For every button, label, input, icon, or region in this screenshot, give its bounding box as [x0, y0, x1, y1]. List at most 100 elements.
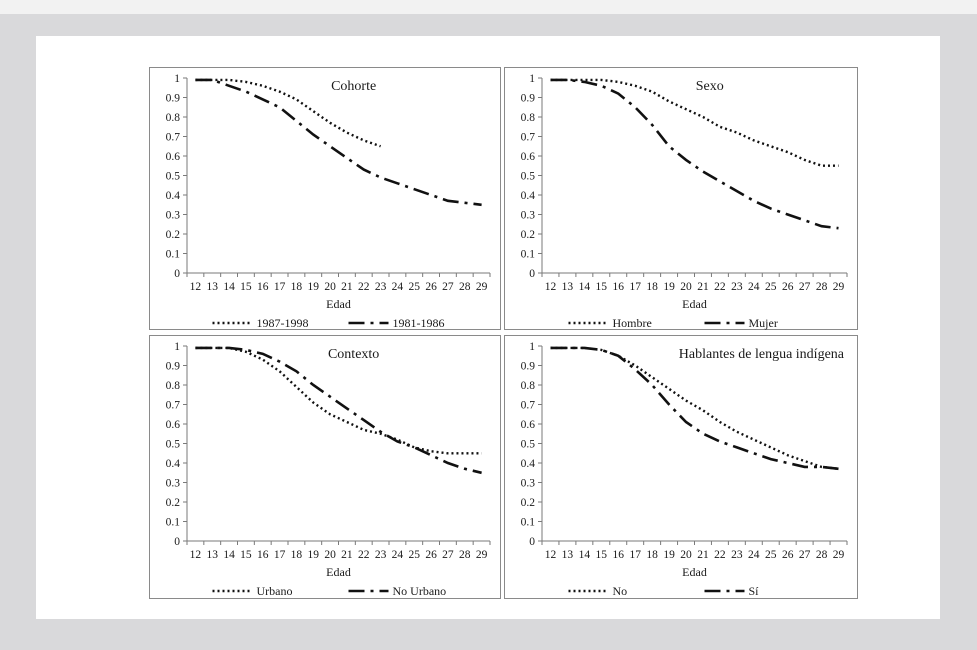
- chart3-x-tick-label: 25: [765, 549, 777, 561]
- chart0-x-tick-label: 28: [459, 281, 471, 293]
- chart3-x-tick-label: 19: [663, 549, 675, 561]
- chart0-x-tick-label: 13: [207, 281, 219, 293]
- chart2-x-tick-label: 28: [459, 549, 471, 561]
- chart0-x-tick-label: 21: [341, 281, 353, 293]
- chart1-x-tick-label: 25: [765, 281, 777, 293]
- chart2-x-tick-label: 22: [358, 549, 370, 561]
- chart0-y-tick-label: 0.7: [166, 132, 181, 144]
- chart0-x-tick-label: 16: [257, 281, 269, 293]
- chart0-y-tick-label: 0.2: [166, 229, 181, 241]
- chart-lengua-indigena: Hablantes de lengua indígena 0 0.1 0.2 0.3 0.…: [505, 336, 859, 600]
- chart2-title: Contexto: [328, 347, 379, 362]
- chart0-x-tick-label: 19: [308, 281, 320, 293]
- chart0-y-tick-label: 0: [174, 268, 180, 280]
- chart2-x-tick-label: 21: [341, 549, 353, 561]
- chart2-x-tick-label: 24: [392, 549, 404, 561]
- chart0-x-tick-label: 20: [324, 281, 336, 293]
- chart3-y-tick-label: 0.9: [521, 361, 536, 373]
- chart0-x-tick-label: 26: [425, 281, 437, 293]
- chart3-y-tick-label: 0.2: [521, 497, 536, 509]
- chart3-x-tick-label: 17: [629, 549, 641, 561]
- chart1-y-tick-label: 0.3: [521, 210, 536, 222]
- chart2-x-tick-label: 20: [324, 549, 336, 561]
- chart2-x-tick-label: 17: [274, 549, 286, 561]
- chart1-x-tick-label: 15: [596, 281, 608, 293]
- chart1-legend-label-0: Hombre: [613, 316, 652, 330]
- chart0-x-tick-label: 27: [442, 281, 454, 293]
- chart2-x-tick-label: 23: [375, 549, 387, 561]
- chart2-y-tick-label: 0: [174, 536, 180, 548]
- chart3-y-tick-label: 0: [529, 536, 535, 548]
- panel-contexto: Contexto 0 0.1 0.2 0.3 0.4 0.5 0.6 0.7 0.8 0.9 1 12 1…: [149, 335, 501, 599]
- chart3-y-tick-label: 0.8: [521, 380, 536, 392]
- chart3-x-tick-label: 27: [799, 549, 811, 561]
- chart0-x-tick-label: 14: [223, 281, 235, 293]
- chart3-y-tick-label: 0.1: [521, 517, 536, 529]
- chart1-x-tick-label: 23: [731, 281, 743, 293]
- chart1-x-tick-label: 22: [714, 281, 726, 293]
- chart1-x-tick-label: 12: [545, 281, 557, 293]
- chart1-x-tick-label: 20: [680, 281, 692, 293]
- chart2-y-tick-label: 0.4: [166, 458, 181, 470]
- chart2-legend-label-1: No Urbano: [393, 584, 447, 598]
- chart2-y-tick-label: 0.8: [166, 380, 181, 392]
- chart1-legend-label-1: Mujer: [749, 316, 778, 330]
- chart0-y-tick-label: 0.4: [166, 190, 181, 202]
- chart3-series-1-line: [551, 348, 839, 469]
- chart1-title: Sexo: [696, 79, 724, 94]
- chart3-x-axis-label: Edad: [682, 565, 707, 579]
- chart3-x-tick-label: 16: [613, 549, 625, 561]
- chart3-x-tick-label: 15: [596, 549, 608, 561]
- chart1-y-tick-label: 0.7: [521, 132, 536, 144]
- chart1-y-tick-label: 0.2: [521, 229, 536, 241]
- chart2-y-tick-label: 0.5: [166, 439, 181, 451]
- top-strip: [0, 0, 977, 14]
- chart2-y-tick-label: 0.2: [166, 497, 181, 509]
- chart3-legend-label-0: No: [613, 584, 628, 598]
- figure-card: Cohorte 0 0.1 0.2 0.3 0.4 0.5 0.6 0.7 0.8 0.9 1 12 13…: [36, 36, 940, 619]
- chart3-y-tick-label: 1: [529, 341, 535, 353]
- chart3-x-tick-label: 20: [680, 549, 692, 561]
- chart1-x-tick-label: 29: [833, 281, 845, 293]
- chart3-x-tick-label: 24: [748, 549, 760, 561]
- chart1-x-tick-label: 19: [663, 281, 675, 293]
- chart1-series-0-line: [551, 80, 839, 166]
- chart3-legend-label-1: Sí: [749, 584, 760, 598]
- chart2-y-tick-label: 1: [174, 341, 180, 353]
- chart-cohorte: Cohorte 0 0.1 0.2 0.3 0.4 0.5 0.6 0.7 0.8 0.9 1 12 13…: [150, 68, 502, 331]
- chart1-y-tick-label: 0.1: [521, 249, 536, 261]
- chart-contexto: Contexto 0 0.1 0.2 0.3 0.4 0.5 0.6 0.7 0.8 0.9 1 12 1…: [150, 336, 502, 600]
- chart2-x-tick-label: 14: [223, 549, 235, 561]
- chart2-x-tick-label: 15: [240, 549, 252, 561]
- chart2-x-tick-label: 16: [257, 549, 269, 561]
- chart1-x-tick-label: 13: [562, 281, 574, 293]
- chart3-series-0-line: [551, 348, 839, 469]
- chart2-x-tick-label: 18: [291, 549, 303, 561]
- chart0-x-tick-label: 22: [358, 281, 370, 293]
- chart3-x-tick-label: 14: [579, 549, 591, 561]
- panel-cohorte: Cohorte 0 0.1 0.2 0.3 0.4 0.5 0.6 0.7 0.8 0.9 1 12 13…: [149, 67, 501, 330]
- chart1-x-tick-label: 28: [816, 281, 828, 293]
- chart2-y-tick-label: 0.7: [166, 400, 181, 412]
- chart3-y-tick-label: 0.5: [521, 439, 536, 451]
- chart3-x-tick-label: 22: [714, 549, 726, 561]
- chart-sexo: Sexo 0 0.1 0.2 0.3 0.4 0.5 0.6 0.7 0.8 0.9 1 12 13 14 1…: [505, 68, 859, 331]
- chart0-y-tick-label: 0.6: [166, 151, 181, 163]
- chart3-x-tick-label: 18: [646, 549, 658, 561]
- chart2-x-tick-label: 26: [425, 549, 437, 561]
- chart1-x-tick-label: 17: [629, 281, 641, 293]
- chart2-y-tick-label: 0.9: [166, 361, 181, 373]
- chart1-series-1-line: [551, 80, 839, 228]
- chart1-y-tick-label: 0.9: [521, 93, 536, 105]
- chart0-x-tick-label: 29: [476, 281, 488, 293]
- chart1-x-tick-label: 16: [613, 281, 625, 293]
- panel-sexo: Sexo 0 0.1 0.2 0.3 0.4 0.5 0.6 0.7 0.8 0.9 1 12 13 14 1…: [504, 67, 858, 330]
- chart3-y-tick-label: 0.6: [521, 419, 536, 431]
- chart0-y-tick-label: 0.5: [166, 171, 181, 183]
- chart1-y-tick-label: 0.4: [521, 190, 536, 202]
- chart0-x-tick-label: 17: [274, 281, 286, 293]
- chart3-title: Hablantes de lengua indígena: [679, 347, 845, 362]
- chart1-y-tick-label: 0.8: [521, 112, 536, 124]
- chart1-x-tick-label: 21: [697, 281, 709, 293]
- chart2-y-tick-label: 0.6: [166, 419, 181, 431]
